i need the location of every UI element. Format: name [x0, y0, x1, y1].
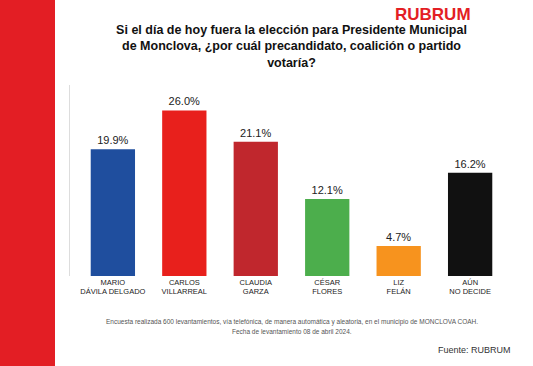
svg-text:LIZFELÁN: LIZFELÁN — [387, 278, 411, 297]
svg-text:19.9%: 19.9% — [97, 134, 128, 146]
svg-text:CARLOSVILLARREAL: CARLOSVILLARREAL — [162, 278, 207, 297]
svg-text:CÉSARFLORES: CÉSARFLORES — [312, 278, 342, 297]
svg-text:26.0%: 26.0% — [169, 95, 200, 107]
svg-text:RUBRUM: RUBRUM — [395, 5, 471, 24]
svg-text:16.2%: 16.2% — [454, 158, 485, 170]
svg-text:Encuesta realizada 600 levanta: Encuesta realizada 600 levantamientos, v… — [106, 318, 478, 326]
svg-text:Si el día de hoy fuera la elec: Si el día de hoy fuera la elección para … — [116, 23, 467, 70]
svg-text:4.7%: 4.7% — [386, 231, 411, 243]
svg-text:21.1%: 21.1% — [240, 127, 271, 139]
svg-text:12.1%: 12.1% — [312, 184, 343, 196]
svg-text:AÚNNO DECIDE: AÚNNO DECIDE — [449, 278, 491, 297]
svg-text:Fecha de levantamiento 08 de a: Fecha de levantamiento 08 de abril 2024. — [232, 328, 352, 335]
svg-text:MARIODÁVILA DELGADO: MARIODÁVILA DELGADO — [80, 278, 145, 297]
svg-text:Fuente: RUBRUM: Fuente: RUBRUM — [438, 345, 511, 355]
svg-text:CLAUDIAGARZA: CLAUDIAGARZA — [240, 278, 273, 297]
